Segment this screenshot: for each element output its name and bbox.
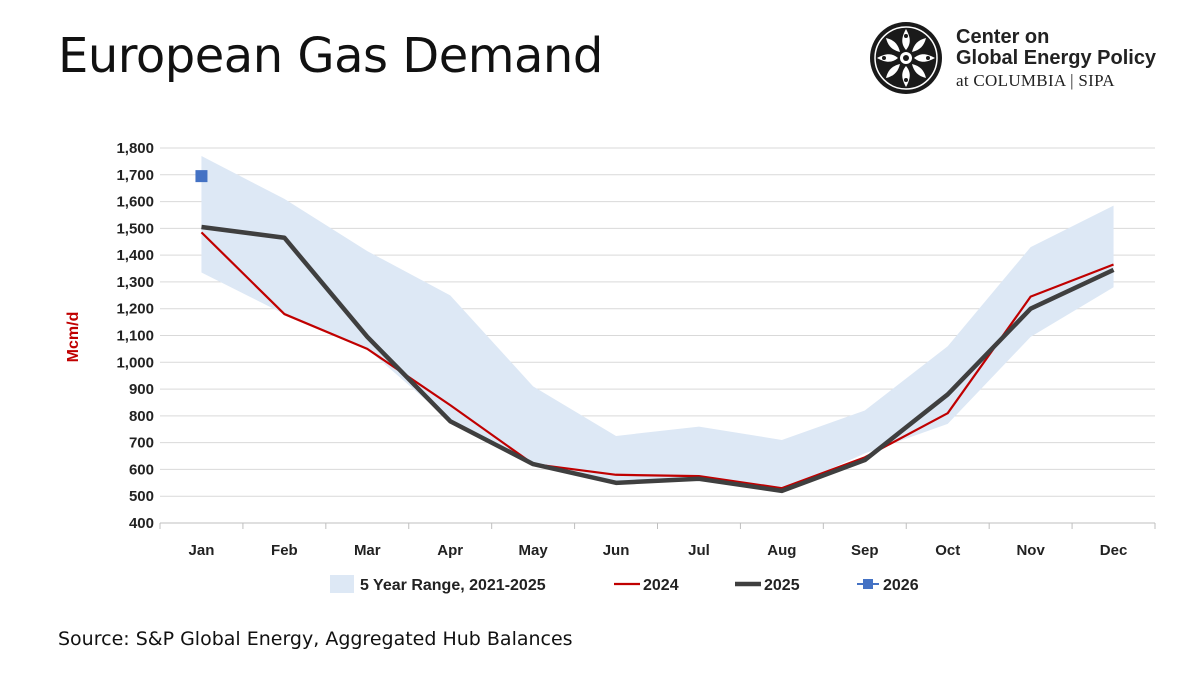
y-tick-label-1700: 1,700 <box>116 167 154 184</box>
x-tick-label-nov: Nov <box>1016 542 1045 559</box>
y-axis-label: Mcm/d <box>65 312 82 363</box>
logo-line-1: Center on <box>956 25 1050 48</box>
x-tick-label-feb: Feb <box>271 542 298 559</box>
legend-label-2026: 2026 <box>883 577 919 594</box>
y-tick-label-1500: 1,500 <box>116 220 154 237</box>
x-tick-label-jan: Jan <box>189 542 215 559</box>
legend-label-range: 5 Year Range, 2021-2025 <box>360 577 546 594</box>
x-tick-label-mar: Mar <box>354 542 381 559</box>
y-tick-label-400: 400 <box>129 515 154 532</box>
y-tick-label-500: 500 <box>129 488 154 505</box>
range-band-layer <box>201 156 1114 491</box>
source-note: Source: S&P Global Energy, Aggregated Hu… <box>58 628 573 650</box>
y-tick-label-1100: 1,100 <box>116 328 154 345</box>
y-tick-label-1000: 1,000 <box>116 354 154 371</box>
logo-text: Center on Global Energy Policy at COLUMB… <box>956 25 1157 90</box>
logo-line-2: Global Energy Policy <box>956 46 1157 69</box>
x-tick-label-jul: Jul <box>688 542 710 559</box>
x-tick-label-jun: Jun <box>603 542 630 559</box>
columbia-crown-logo-icon <box>870 22 942 94</box>
x-axis-ticks: Jan Feb Mar Apr May Jun Jul Aug Sep Oct Nov Dec <box>159 523 1156 559</box>
series-2025-line <box>201 224 1115 494</box>
y-tick-label-1600: 1,600 <box>116 194 154 211</box>
x-tick-label-may: May <box>519 542 549 559</box>
legend-label-2024: 2024 <box>643 577 679 594</box>
y-tick-label-800: 800 <box>129 408 154 425</box>
x-tick-label-dec: Dec <box>1100 542 1128 559</box>
cgep-logo: Center on Global Energy Policy at COLUMB… <box>868 20 1156 96</box>
five-year-range-band <box>201 156 1114 491</box>
y-tick-label-1200: 1,200 <box>116 301 154 318</box>
series-2026-marker-0 <box>195 170 208 183</box>
x-tick-label-apr: Apr <box>437 542 463 559</box>
y-tick-label-900: 900 <box>129 381 154 398</box>
y-tick-label-1800: 1,800 <box>116 140 154 157</box>
x-tick-label-oct: Oct <box>935 542 960 559</box>
legend: 5 Year Range, 2021-2025 2024 2025 2026 <box>330 575 919 594</box>
x-tick-label-sep: Sep <box>851 542 879 559</box>
y-tick-label-1400: 1,400 <box>116 247 154 264</box>
y-tick-label-1300: 1,300 <box>116 274 154 291</box>
y-axis-ticks: 400 500 600 700 800 900 1,000 1,100 1,200 1,300 1,… <box>116 140 154 532</box>
x-tick-label-aug: Aug <box>767 542 796 559</box>
series-lines-layer <box>195 170 1115 494</box>
y-tick-label-700: 700 <box>129 435 154 452</box>
legend-swatch-range <box>330 575 354 593</box>
legend-swatch-2026-marker <box>863 579 873 589</box>
y-tick-label-600: 600 <box>129 461 154 478</box>
logo-line-3: at COLUMBIA | SIPA <box>956 70 1115 90</box>
series-2024-line <box>200 231 1114 490</box>
chart-title: European Gas Demand <box>58 28 603 84</box>
legend-label-2025: 2025 <box>764 577 800 594</box>
